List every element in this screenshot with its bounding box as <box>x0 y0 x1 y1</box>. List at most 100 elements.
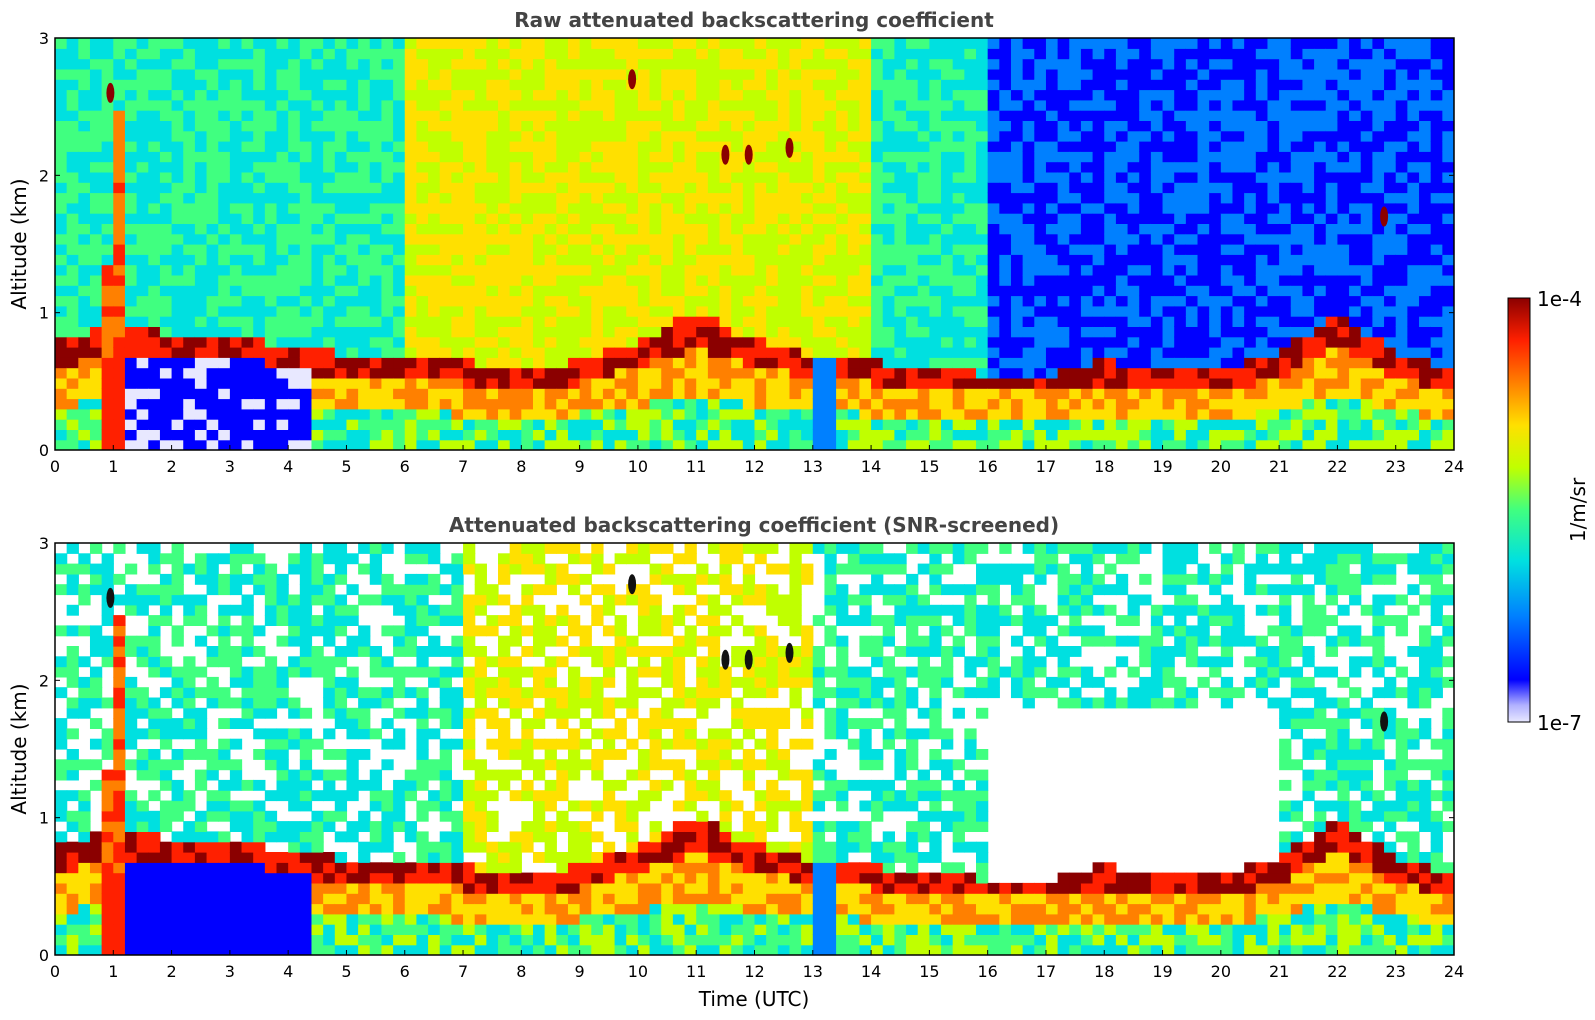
heatmap-cell <box>253 264 266 276</box>
heatmap-cell <box>1302 264 1315 276</box>
heatmap-cell <box>78 800 91 812</box>
heatmap-cell <box>124 223 138 235</box>
heatmap-cell <box>288 367 301 379</box>
heatmap-cell <box>1337 233 1350 245</box>
heatmap-cell <box>101 398 114 410</box>
heatmap-cell <box>428 377 441 389</box>
heatmap-cell <box>264 68 278 80</box>
heatmap-cell <box>486 110 499 121</box>
heatmap-cell <box>859 110 872 121</box>
heatmap-cell <box>1069 285 1082 297</box>
heatmap-cell <box>89 666 103 678</box>
heatmap-cell <box>381 89 394 101</box>
heatmap-cell <box>649 274 662 286</box>
heatmap-cell <box>801 202 814 214</box>
heatmap-cell <box>777 305 791 317</box>
heatmap-cell <box>1337 130 1350 142</box>
heatmap-cell <box>229 285 243 297</box>
heatmap-cell <box>404 347 418 358</box>
heatmap-cell <box>171 439 184 450</box>
heatmap-cell <box>871 439 884 450</box>
heatmap-cell <box>1150 264 1164 276</box>
heatmap-cell <box>89 852 103 863</box>
heatmap-cell <box>637 429 651 441</box>
heatmap-cell <box>55 182 68 194</box>
heatmap-cell <box>439 326 452 338</box>
heatmap-cell <box>637 316 651 327</box>
heatmap-cell <box>1407 99 1420 111</box>
heatmap-cell <box>451 419 464 430</box>
heatmap-cell <box>463 398 476 410</box>
heatmap-cell <box>766 38 779 49</box>
heatmap-cell <box>801 99 814 111</box>
heatmap-cell <box>498 192 511 204</box>
heatmap-cell <box>1220 161 1234 173</box>
heatmap-cell <box>777 347 791 358</box>
heatmap-cell <box>1104 68 1117 80</box>
heatmap-cell <box>393 38 406 49</box>
heatmap-cell <box>591 182 604 194</box>
heatmap-cell <box>1127 89 1140 101</box>
heatmap-cell <box>1372 130 1385 142</box>
heatmap-cell <box>1150 336 1164 348</box>
heatmap-cell <box>742 305 756 317</box>
heatmap-cell <box>812 141 826 152</box>
heatmap-cell <box>1430 182 1443 194</box>
heatmap-cell <box>1022 274 1035 286</box>
heatmap-cell <box>1220 213 1234 224</box>
heatmap-cell <box>521 357 534 369</box>
heatmap-cell <box>1279 326 1292 338</box>
heatmap-cell <box>1174 419 1187 430</box>
heatmap-cell <box>579 326 592 338</box>
heatmap-cell <box>171 377 184 389</box>
heatmap-cell <box>55 285 68 297</box>
heatmap-cell <box>812 326 826 338</box>
heatmap-cell <box>1069 244 1082 255</box>
heatmap-cell <box>159 388 173 400</box>
heatmap-cell <box>241 171 254 183</box>
heatmap-cell <box>789 336 802 348</box>
heatmap-cell <box>439 305 452 317</box>
heatmap-cell <box>894 202 907 214</box>
heatmap-cell <box>882 79 895 91</box>
heatmap-cell <box>1045 89 1059 101</box>
heatmap-cell <box>89 316 103 327</box>
heatmap-cell <box>1057 295 1070 307</box>
heatmap-cell <box>206 429 219 441</box>
heatmap-cell <box>1419 326 1432 338</box>
heatmap-cell <box>1045 58 1059 70</box>
heatmap-cell <box>521 130 534 142</box>
heatmap-cell <box>1290 316 1304 327</box>
heatmap-cell <box>544 398 557 410</box>
heatmap-cell <box>334 264 348 276</box>
heatmap-cell <box>964 398 977 410</box>
heatmap-cell <box>521 316 534 327</box>
heatmap-cell <box>183 171 196 183</box>
heatmap-cell <box>509 120 522 132</box>
heatmap-cell <box>521 419 534 430</box>
heatmap-cell <box>474 79 487 91</box>
heatmap-cell <box>1174 377 1187 389</box>
heatmap-cell <box>288 38 301 49</box>
heatmap-cell <box>206 79 219 91</box>
heatmap-cell <box>439 439 452 450</box>
heatmap-cell <box>159 130 173 142</box>
heatmap-cell <box>311 233 324 245</box>
heatmap-cell <box>78 79 91 91</box>
heatmap-cell <box>754 151 767 163</box>
heatmap-cell <box>101 326 114 338</box>
heatmap-cell <box>218 398 231 410</box>
heatmap-cell <box>78 182 91 194</box>
heatmap-cell <box>801 68 814 80</box>
heatmap-cell <box>1104 38 1117 49</box>
heatmap-cell <box>89 151 103 163</box>
heatmap-cell <box>672 171 686 183</box>
heatmap-cell <box>1349 439 1362 450</box>
heatmap-cell <box>101 110 114 121</box>
heatmap-cell <box>381 377 394 389</box>
heatmap-cell <box>987 357 1000 369</box>
heatmap-cell <box>1384 254 1397 266</box>
heatmap-cell <box>1162 244 1175 255</box>
heatmap-cell <box>1057 192 1070 204</box>
heatmap-cell <box>66 110 79 121</box>
